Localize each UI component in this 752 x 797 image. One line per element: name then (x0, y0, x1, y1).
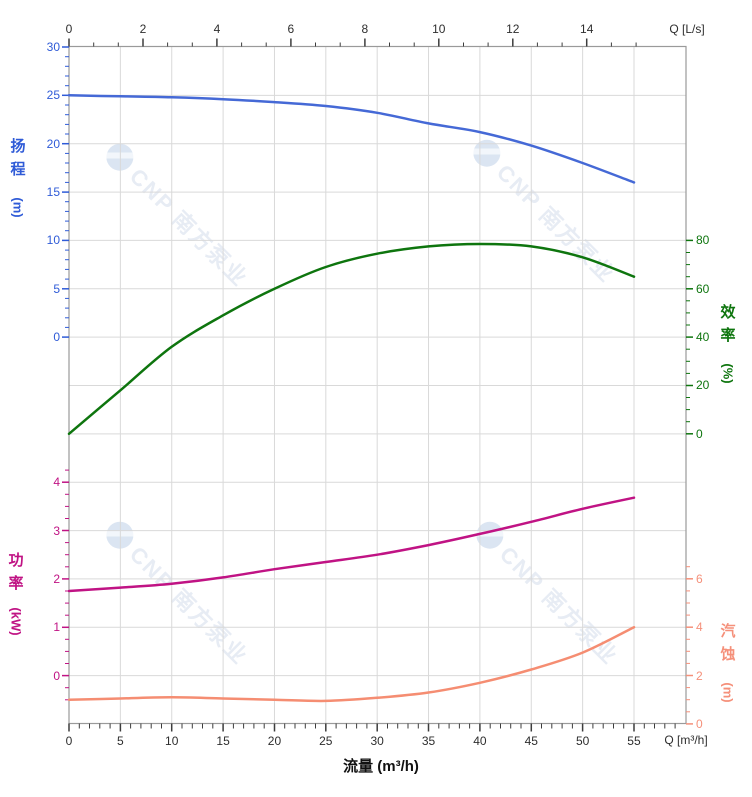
head-axis-unit-wrap: (m) (8, 183, 28, 231)
head-axis-unit: (m) (10, 196, 26, 218)
npsh-axis-unit: (m) (720, 681, 736, 703)
npsh-axis-title: 汽蚀 (m) (715, 621, 741, 716)
power-axis-title: 功率 (kW) (3, 550, 29, 645)
gridlines (69, 46, 686, 724)
npsh-axis-unit-wrap: (m) (718, 668, 738, 716)
head-axis-name: 扬程 (10, 138, 26, 178)
efficiency-axis-ticks (686, 239, 693, 435)
efficiency-curve (67, 242, 636, 436)
power-axis-unit-wrap: (kW) (2, 597, 30, 645)
efficiency-axis-unit: (%) (720, 362, 736, 384)
power-curve (67, 496, 636, 593)
top-axis-ticks (68, 38, 637, 47)
flow-axis-title: 流量 (m³/h) (343, 758, 419, 775)
bottom-axis-unit-label: Q [m³/h] (664, 733, 708, 747)
head-axis-ticks (62, 46, 69, 338)
power-axis-ticks (62, 469, 69, 701)
top-axis-unit-label: Q [L/s] (669, 22, 705, 36)
npsh-axis-name: 汽蚀 (720, 623, 736, 663)
power-axis-name: 功率 (8, 552, 24, 592)
power-axis-unit: (kW) (8, 606, 24, 636)
efficiency-axis-title: 效率 (%) (715, 302, 741, 397)
head-curve (67, 94, 636, 184)
npsh-axis-ticks (686, 566, 693, 725)
npsh-curve (67, 625, 636, 703)
efficiency-axis-name: 效率 (720, 304, 736, 344)
bottom-axis-ticks (68, 723, 676, 732)
head-axis-title: 扬程 (m) (5, 136, 31, 231)
efficiency-axis-unit-wrap: (%) (718, 349, 738, 397)
